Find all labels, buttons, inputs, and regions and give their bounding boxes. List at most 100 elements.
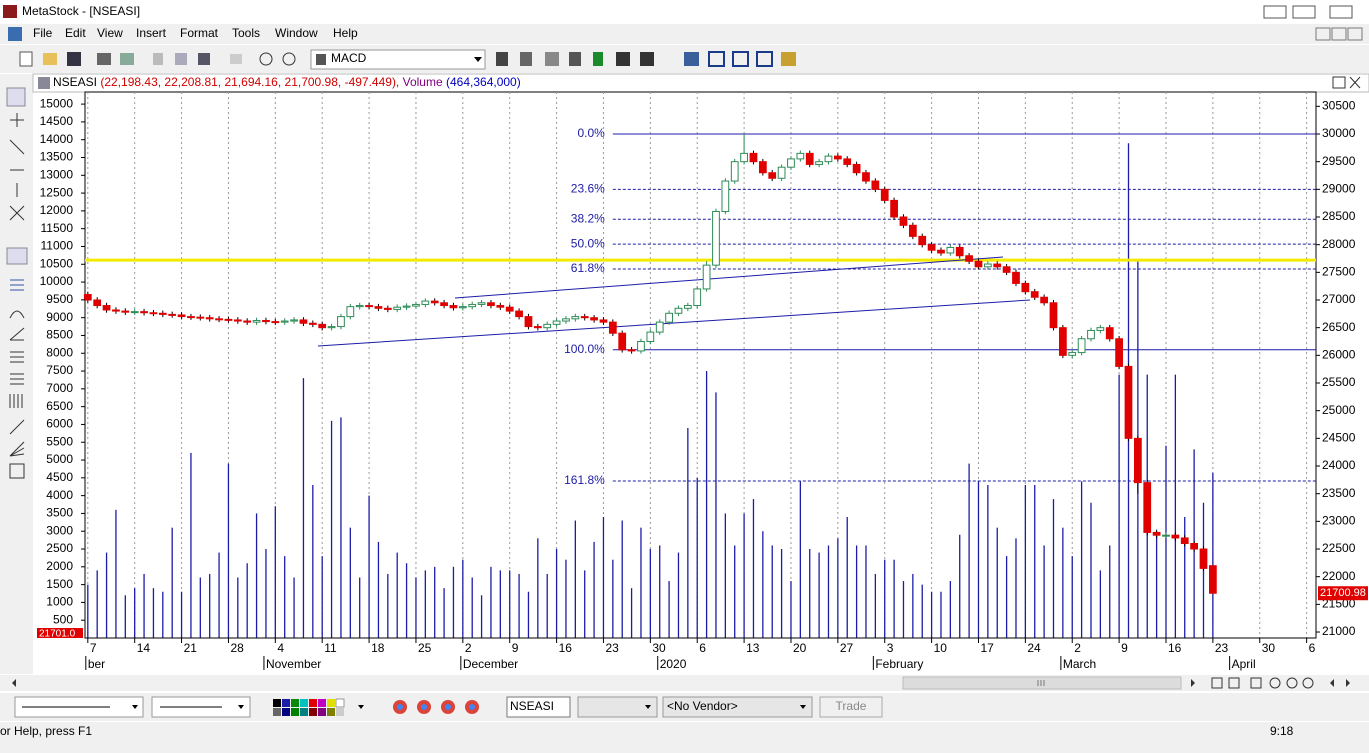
candle-body — [815, 161, 823, 165]
trade-button[interactable] — [819, 696, 883, 718]
menu-item[interactable]: File — [33, 26, 53, 40]
nav-button[interactable] — [1286, 677, 1298, 689]
tool[interactable] — [9, 419, 25, 435]
y2-tick-label: 7500 — [46, 363, 73, 377]
mdi-restore[interactable] — [1331, 27, 1347, 41]
menu-item[interactable]: Window — [275, 26, 318, 40]
indicator-select[interactable] — [310, 49, 486, 70]
candle-body — [1171, 534, 1180, 539]
candle-body — [1143, 482, 1152, 533]
trendline-tool[interactable] — [9, 139, 25, 155]
scroll-right[interactable] — [1191, 679, 1195, 687]
tool[interactable] — [9, 463, 25, 479]
tool[interactable] — [9, 441, 25, 457]
tool-button[interactable] — [520, 52, 532, 66]
y2-tick-label: 9500 — [46, 292, 73, 306]
tool-button[interactable] — [708, 51, 725, 67]
pane-close[interactable] — [1349, 76, 1361, 89]
tool-button[interactable] — [732, 51, 749, 67]
menu-item[interactable]: Help — [333, 26, 358, 40]
crosshair-button[interactable] — [259, 52, 273, 66]
y2-tick-label: 14500 — [40, 114, 74, 128]
tool-button[interactable] — [569, 52, 581, 66]
nav-button[interactable] — [1269, 677, 1281, 689]
menu-item[interactable]: Insert — [136, 26, 167, 40]
left-price-tag — [37, 628, 83, 638]
candle-body — [1096, 327, 1105, 331]
tool-button[interactable] — [756, 51, 773, 67]
y2-tick-label: 11000 — [41, 239, 74, 253]
menu-item[interactable]: Tools — [232, 26, 260, 40]
nav-button[interactable] — [1228, 677, 1240, 689]
save-button[interactable] — [67, 52, 81, 66]
minimize-button[interactable] — [1263, 5, 1287, 19]
menu-item[interactable]: Edit — [65, 26, 86, 40]
tool-button[interactable] — [545, 52, 559, 66]
nav-button[interactable] — [1211, 677, 1223, 689]
cross-tool[interactable] — [10, 113, 24, 127]
vendor-select[interactable] — [662, 696, 813, 718]
fib-tool[interactable] — [9, 205, 25, 221]
pane-maximize[interactable] — [1332, 76, 1346, 89]
zoom-button[interactable] — [282, 52, 296, 66]
tool-button[interactable] — [640, 52, 654, 66]
symbol-input[interactable] — [506, 696, 571, 718]
scroll-thumb[interactable] — [902, 676, 1182, 690]
app-icon — [3, 5, 17, 18]
candle-body — [1190, 542, 1198, 550]
candle-body — [346, 306, 355, 318]
menu-item[interactable]: Format — [180, 26, 219, 40]
left-price-label: 21701.0 — [39, 629, 76, 640]
tool[interactable] — [9, 310, 25, 319]
candle-body — [233, 319, 242, 322]
select-tool[interactable] — [6, 87, 26, 107]
tool-button[interactable] — [684, 52, 699, 66]
candle-body — [646, 331, 655, 343]
y-tick-label: 21000 — [1322, 624, 1356, 638]
paste-button[interactable] — [198, 53, 210, 65]
y2-tick-label: 12000 — [40, 203, 74, 217]
tool[interactable] — [10, 373, 24, 385]
ohlc: (22,198.43, 22,208.81, 21,694.16, 21,700… — [100, 75, 399, 89]
y2-tick-label: 8500 — [46, 328, 73, 342]
y-tick-label: 25500 — [1322, 375, 1356, 389]
nav-button[interactable] — [1330, 679, 1350, 687]
open-button[interactable] — [43, 53, 57, 65]
fib-label: 61.8% — [571, 261, 605, 275]
tool-button[interactable] — [781, 52, 796, 66]
mdi-close[interactable] — [1347, 27, 1363, 41]
security-select[interactable] — [577, 696, 658, 718]
tool-button[interactable] — [496, 52, 508, 66]
copy-button[interactable] — [175, 53, 187, 65]
tool[interactable] — [9, 327, 25, 341]
nav-button[interactable] — [1302, 677, 1314, 689]
y-tick-label: 28500 — [1322, 209, 1356, 223]
restore-button[interactable] — [1292, 5, 1316, 19]
preview-button[interactable] — [120, 53, 134, 65]
close-button[interactable] — [1329, 5, 1353, 19]
candle-body — [796, 152, 805, 160]
menu-item[interactable]: View — [97, 26, 123, 40]
tool[interactable] — [9, 394, 23, 408]
nav-button[interactable] — [1250, 677, 1262, 689]
tool[interactable] — [10, 279, 24, 291]
cut-button[interactable] — [153, 53, 163, 65]
candle-body — [383, 307, 392, 310]
tool-button[interactable] — [616, 52, 630, 66]
candle-body — [627, 349, 636, 352]
mdi-minimize[interactable] — [1315, 27, 1331, 41]
candle-body — [927, 244, 936, 251]
new-button[interactable] — [19, 51, 33, 67]
scroll-tool[interactable] — [6, 247, 28, 265]
chart-icon — [38, 77, 50, 89]
candle-body — [1152, 531, 1161, 536]
palette-icons — [6, 87, 28, 479]
tool-button[interactable] — [593, 52, 603, 66]
tool[interactable] — [10, 351, 24, 363]
color-palette[interactable] — [273, 698, 345, 716]
candle-body — [1115, 338, 1123, 367]
print-button[interactable] — [97, 53, 111, 65]
undo-button[interactable] — [230, 54, 242, 64]
scroll-left[interactable] — [12, 679, 16, 687]
